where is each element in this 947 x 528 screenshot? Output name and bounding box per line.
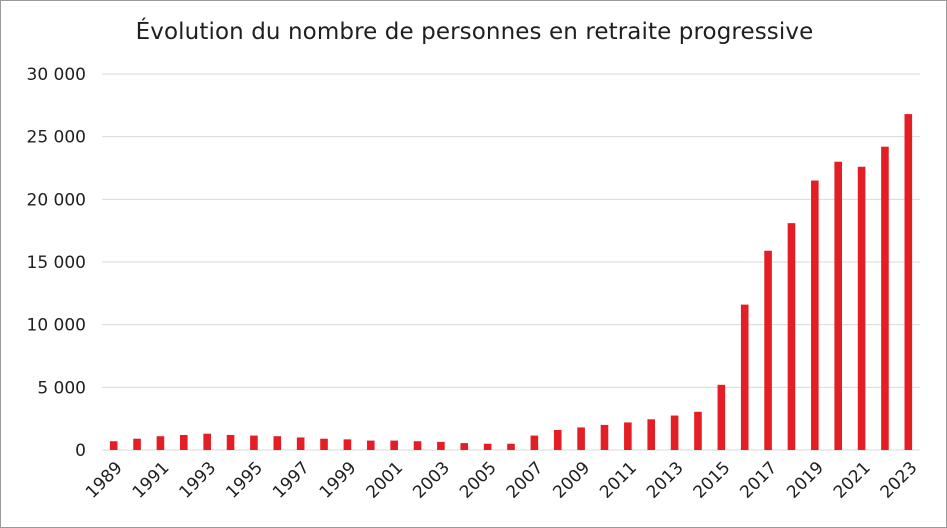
bar xyxy=(343,439,352,450)
y-tick-label: 20 000 xyxy=(27,190,86,210)
bar xyxy=(203,433,211,450)
bar xyxy=(156,436,165,450)
bar xyxy=(857,166,866,450)
x-tick-label: 2011 xyxy=(596,458,641,503)
bar xyxy=(553,429,562,450)
bar xyxy=(133,438,141,450)
x-tick-label: 1993 xyxy=(176,458,221,503)
x-tick-label: 2015 xyxy=(690,458,735,503)
x-tick-label: 2005 xyxy=(456,458,501,503)
bar xyxy=(507,443,515,450)
bar xyxy=(530,435,539,450)
bar xyxy=(483,443,492,450)
x-tick-label: 2017 xyxy=(736,458,781,503)
chart-title: Évolution du nombre de personnes en retr… xyxy=(135,19,814,45)
bar xyxy=(226,434,235,450)
bar xyxy=(273,436,282,450)
bar xyxy=(670,415,679,450)
x-tick-label: 2021 xyxy=(830,458,875,503)
bar xyxy=(413,441,422,450)
bar xyxy=(787,223,796,450)
bar xyxy=(717,384,726,450)
bar xyxy=(694,411,702,450)
bar xyxy=(320,438,328,450)
y-tick-label: 25 000 xyxy=(27,128,86,148)
bar xyxy=(437,441,445,450)
bar xyxy=(834,161,842,450)
bar xyxy=(460,443,469,450)
bar xyxy=(577,427,585,450)
x-tick-label: 2001 xyxy=(362,458,407,503)
bar xyxy=(764,250,772,450)
y-tick-label: 10 000 xyxy=(27,316,86,336)
bar xyxy=(624,422,632,450)
bar xyxy=(109,441,118,450)
bar xyxy=(366,440,375,450)
x-tick-label: 2023 xyxy=(877,458,922,503)
x-tick-label: 1989 xyxy=(82,458,127,503)
bar xyxy=(904,114,913,451)
y-tick-label: 0 xyxy=(75,441,86,461)
bar xyxy=(250,435,258,450)
x-tick-label: 2013 xyxy=(643,458,688,503)
y-tick-label: 15 000 xyxy=(27,253,86,273)
bar xyxy=(881,146,889,450)
x-tick-label: 2019 xyxy=(783,458,828,503)
x-tick-label: 2009 xyxy=(549,458,594,503)
bar xyxy=(600,424,609,450)
y-tick-label: 5 000 xyxy=(37,378,86,398)
bar xyxy=(180,434,188,450)
x-tick-label: 1997 xyxy=(269,458,314,503)
x-tick-label: 1991 xyxy=(129,458,174,503)
x-tick-label: 1995 xyxy=(222,458,267,503)
bar xyxy=(647,419,656,450)
y-tick-label: 30 000 xyxy=(27,65,86,85)
bar xyxy=(390,440,398,450)
x-tick-label: 2007 xyxy=(503,458,548,503)
bar xyxy=(811,180,819,451)
x-tick-label: 2003 xyxy=(409,458,454,503)
bar xyxy=(296,437,305,450)
x-tick-label: 1999 xyxy=(316,458,361,503)
bar xyxy=(740,304,749,450)
